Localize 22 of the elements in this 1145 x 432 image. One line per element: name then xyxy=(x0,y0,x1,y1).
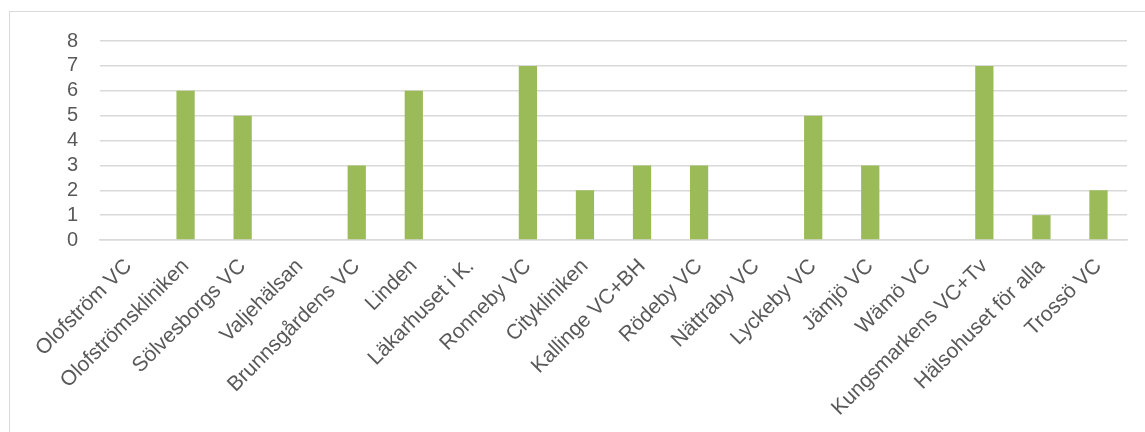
y-tick-label: 2 xyxy=(66,177,78,200)
y-tick-label: 4 xyxy=(66,128,78,151)
bar xyxy=(1032,215,1051,240)
bar xyxy=(176,90,195,240)
y-tick-label: 1 xyxy=(66,202,78,225)
bar xyxy=(632,165,652,240)
bar xyxy=(404,90,423,240)
bar xyxy=(347,165,366,240)
y-tick-label: 8 xyxy=(66,28,78,51)
bar xyxy=(804,115,823,240)
bar xyxy=(233,115,252,240)
y-tick-label: 0 xyxy=(66,227,78,250)
bar xyxy=(575,190,595,240)
y-tick-label: 6 xyxy=(66,78,78,101)
bar xyxy=(518,65,538,240)
y-tick-label: 7 xyxy=(66,53,78,76)
y-tick-label: 5 xyxy=(66,103,78,126)
bar xyxy=(1089,190,1108,240)
y-tick-label: 3 xyxy=(66,152,78,175)
bar xyxy=(975,65,994,240)
bar xyxy=(689,165,709,240)
bar xyxy=(861,165,880,240)
